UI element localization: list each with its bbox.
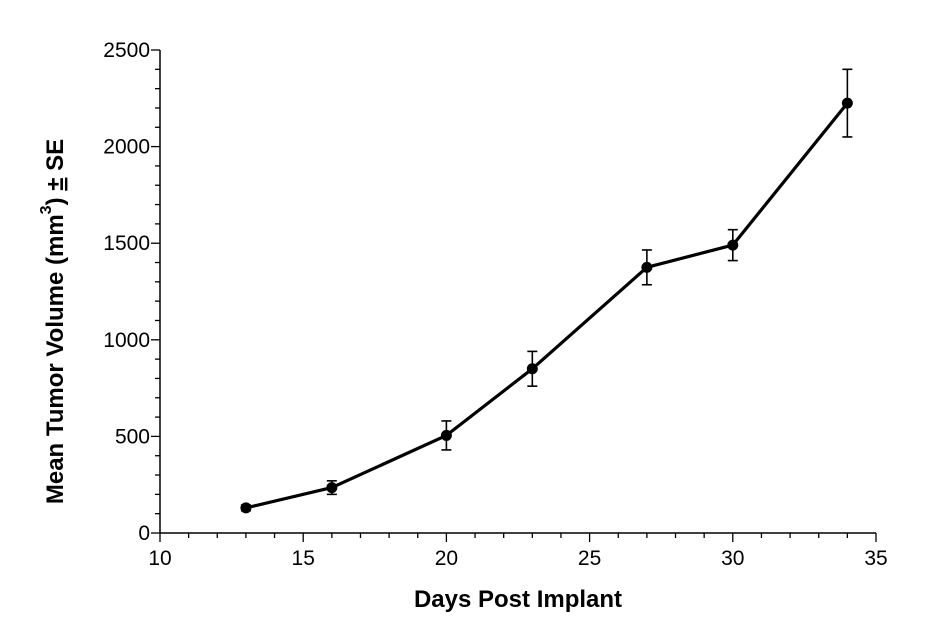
data-point bbox=[641, 261, 653, 273]
plot-area bbox=[240, 68, 853, 514]
x-tick-label: 30 bbox=[721, 547, 744, 570]
data-point bbox=[440, 429, 452, 441]
y-tick-label: 2000 bbox=[103, 136, 150, 159]
y-tick-label: 1000 bbox=[103, 329, 150, 352]
y-tick-label: 2500 bbox=[103, 39, 150, 62]
y-axis-title: Mean Tumor Volume (mm3) ± SE bbox=[38, 139, 69, 504]
x-ticks: 10 15 20 25 30 35 bbox=[148, 533, 888, 570]
data-point bbox=[240, 502, 252, 514]
x-tick-label: 15 bbox=[292, 547, 315, 570]
y-axis-title-tail: SE bbox=[42, 139, 69, 178]
x-tick-label: 35 bbox=[864, 547, 887, 570]
data-point bbox=[727, 239, 739, 251]
x-tick-label: 20 bbox=[435, 547, 458, 570]
data-point bbox=[326, 482, 338, 494]
y-tick-label: 1500 bbox=[103, 232, 150, 255]
y-ticks: 0 500 1000 1500 2000 2500 bbox=[103, 39, 160, 545]
y-tick-label: 0 bbox=[138, 522, 150, 545]
data-point bbox=[841, 97, 853, 109]
y-axis-title-plusminus: ± bbox=[42, 178, 69, 191]
axes: 10 15 20 25 30 35 0 500 1000 1500 2000 2500 bbox=[103, 39, 887, 570]
x-tick-label: 10 bbox=[148, 547, 171, 570]
y-tick-label: 500 bbox=[115, 425, 150, 448]
y-axis-title-main: Mean Tumor Volume (mm bbox=[42, 214, 69, 504]
y-axis-title-superscript: 3 bbox=[38, 205, 55, 214]
data-point bbox=[526, 363, 538, 375]
x-tick-label: 25 bbox=[578, 547, 601, 570]
series-line bbox=[245, 102, 849, 510]
y-axis-title-after: ) bbox=[42, 191, 69, 206]
x-axis-title: Days Post Implant bbox=[414, 586, 622, 613]
